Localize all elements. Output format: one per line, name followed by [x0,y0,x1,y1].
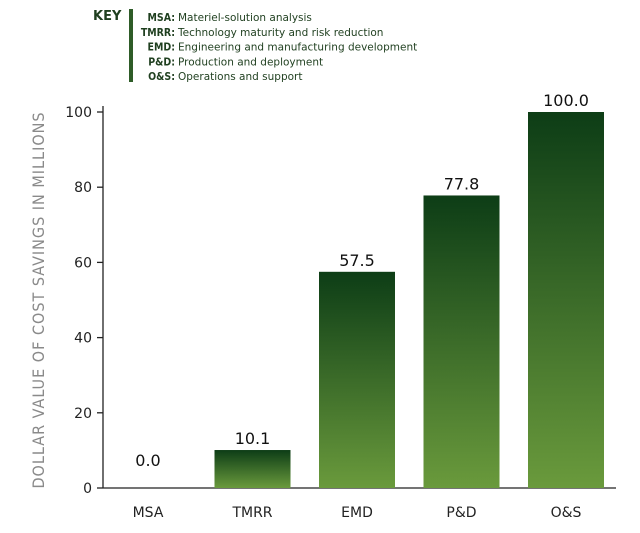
key-desc: Materiel-solution analysis [178,12,312,24]
bar-value-label: 10.1 [235,429,271,448]
bars [214,112,604,489]
y-tick-label: 20 [74,406,92,422]
y-tick-label: 60 [74,255,92,271]
x-tick-label: TMRR [231,505,272,521]
key-abbr: O&S: [148,71,175,83]
bar [423,195,500,489]
key-desc: Operations and support [178,71,302,83]
bar [528,112,604,488]
key-title: KEY [93,9,122,24]
x-tick-label: EMD [341,505,373,521]
y-tick-label: 80 [74,180,92,196]
x-tick-label: MSA [133,505,164,521]
key-desc: Engineering and manufacturing developmen… [178,42,417,54]
key-abbr: TMRR: [141,27,175,39]
key-divider-bar [129,9,133,82]
bar [214,450,291,488]
x-tick-label: O&S [551,505,582,521]
key-desc: Technology maturity and risk reduction [177,27,383,39]
y-tick-label: 0 [83,481,92,497]
key-abbr: P&D: [148,56,175,68]
bar [319,271,395,488]
category-labels: MSA TMRR EMD P&D O&S [133,505,582,521]
key-abbr: EMD: [148,42,175,54]
x-tick-label: P&D [446,505,476,521]
y-axis-label: DOLLAR VALUE OF COST SAVINGS IN MILLIONS [29,111,48,488]
bar-value-label: 57.5 [339,251,375,270]
bar-value-label: 100.0 [543,91,589,110]
bar-value-label: 0.0 [135,451,160,470]
key-desc: Production and deployment [178,56,323,68]
y-tick-label: 40 [74,331,92,347]
value-labels: 0.0 10.1 57.5 77.8 100.0 [135,91,589,470]
key-abbr: MSA: [148,12,176,24]
y-ticks: 0 20 40 60 80 100 [65,105,103,497]
y-tick-label: 100 [65,105,92,121]
bar-value-label: 77.8 [444,174,480,193]
